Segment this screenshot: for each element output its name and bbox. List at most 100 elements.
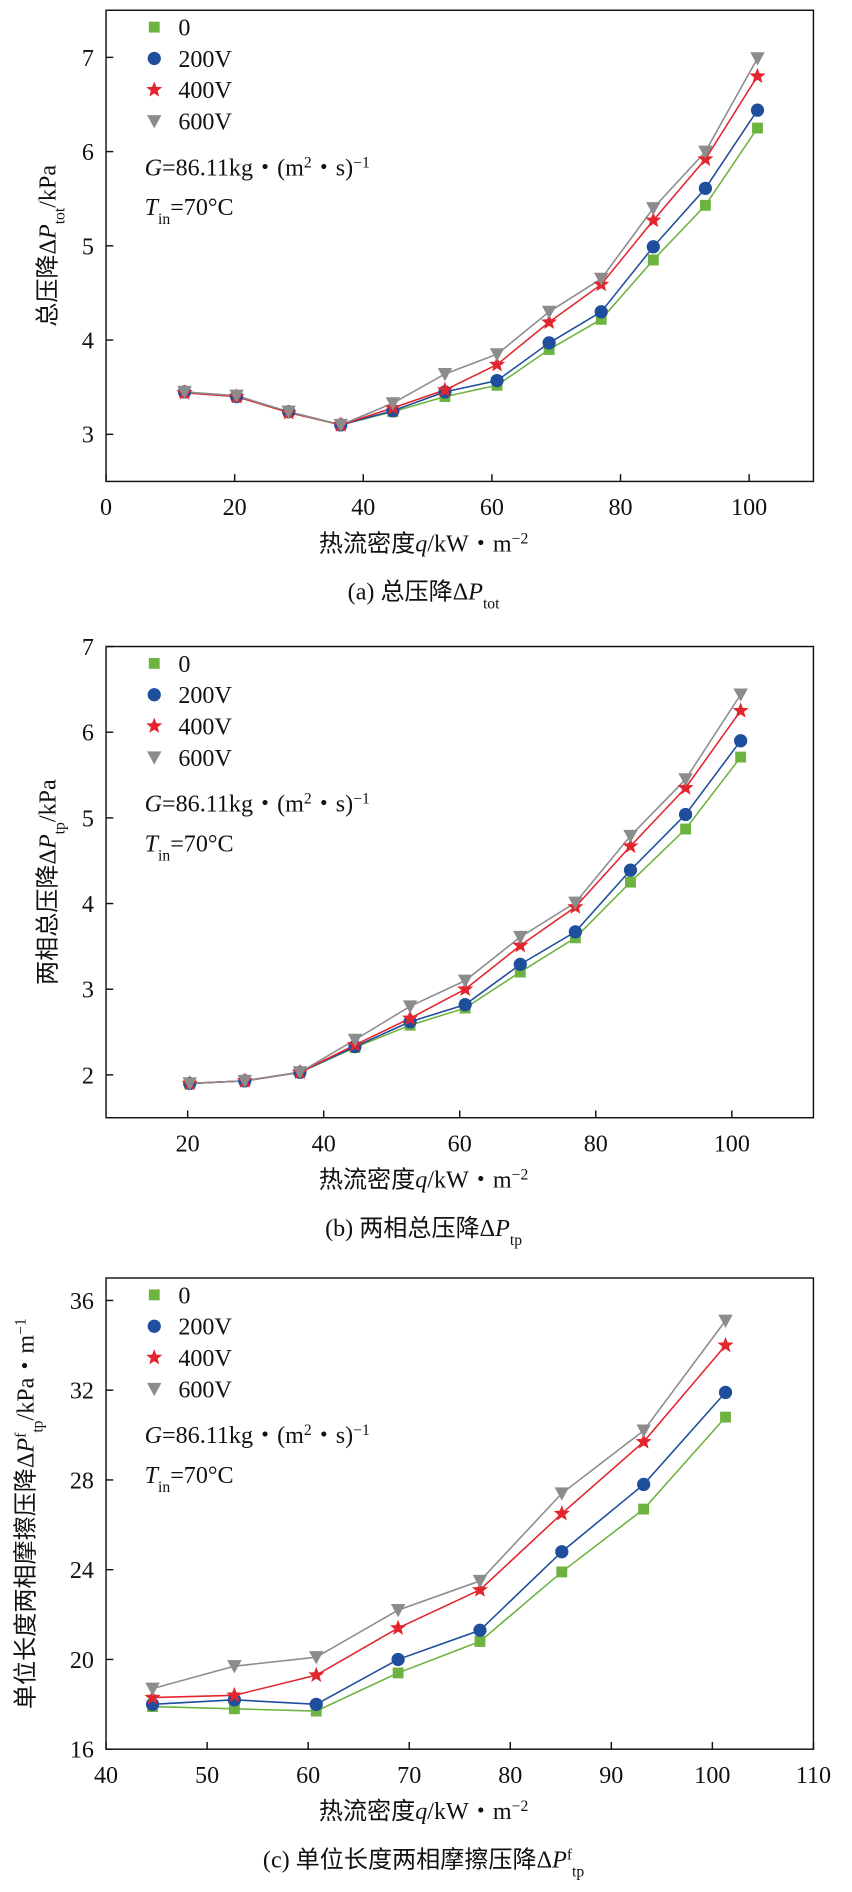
legend-label: 0 (178, 1283, 190, 1309)
x-tick-label: 0 (100, 495, 112, 521)
y-tick-label: 20 (70, 1648, 94, 1674)
marker-square (625, 876, 636, 888)
text-run: (b) 两相总压降Δ (325, 1215, 495, 1242)
legend-label: 400V (178, 715, 232, 741)
text-run: 总压降Δ (34, 239, 61, 327)
x-tick-label: 90 (599, 1763, 623, 1789)
text-run: P (494, 1216, 510, 1242)
text-run: ・s) (312, 792, 354, 818)
legend-label: 600V (178, 110, 232, 136)
y-tick-label: 5 (82, 234, 94, 260)
marker-star (512, 937, 529, 953)
marker-triangle (698, 145, 713, 159)
annotation: Tin=70°C (145, 195, 234, 228)
text-run: T (145, 1463, 160, 1489)
y-tick-label: 32 (70, 1379, 94, 1405)
marker-star (749, 67, 766, 84)
y-tick-label: 3 (82, 423, 94, 449)
caption: (a) 总压降ΔPtot (348, 579, 500, 613)
annotation: G=86.11kg・(m2・s)−1 (145, 1422, 370, 1450)
x-axis-label: 热流密度q/kW・m−2 (319, 1166, 528, 1194)
marker-square (680, 823, 691, 835)
marker-triangle (237, 1074, 253, 1089)
x-tick-label: 100 (714, 1131, 750, 1157)
marker-triangle (182, 1077, 197, 1091)
series-line (184, 57, 759, 426)
text-run: q (415, 1799, 427, 1825)
text-run: tp (29, 1420, 46, 1432)
marker-square (474, 1636, 486, 1647)
marker-star (144, 1689, 161, 1705)
marker-triangle (568, 896, 583, 910)
text-run: T (145, 195, 160, 221)
x-axis-label: 热流密度q/kW・m−2 (319, 1798, 528, 1826)
marker-triangle (733, 688, 748, 702)
marker-square (699, 199, 711, 211)
marker-square (638, 1503, 650, 1515)
text-run: P (467, 580, 483, 606)
x-tick-label: 80 (584, 1131, 608, 1157)
marker-triangle (333, 418, 349, 433)
legend-label: 600V (178, 1377, 232, 1403)
marker-square (148, 21, 160, 33)
marker-triangle (402, 1000, 418, 1014)
marker-star (635, 1433, 652, 1449)
annotation: G=86.11kg・(m2・s)−1 (145, 790, 370, 818)
text-run: 2 (304, 1422, 312, 1439)
text-run: 热流密度 (319, 530, 415, 557)
x-tick-label: 40 (351, 495, 375, 521)
legend-label: 600V (178, 746, 232, 772)
marker-circle (623, 863, 638, 877)
marker-triangle (229, 389, 244, 403)
marker-square (148, 657, 160, 669)
legend-label: 0 (178, 652, 190, 678)
text-run: T (145, 831, 160, 857)
text-run: q (415, 531, 427, 557)
marker-star (308, 1666, 325, 1682)
marker-triangle (145, 1682, 160, 1696)
y-axis-label: 总压降ΔPtot/kPa (34, 165, 68, 327)
marker-circle (147, 1319, 161, 1333)
marker-star (645, 211, 662, 228)
series-line (152, 1344, 727, 1699)
marker-triangle (678, 773, 693, 787)
marker-triangle (593, 272, 609, 287)
marker-circle (637, 1477, 651, 1492)
marker-triangle (227, 1660, 242, 1674)
marker-square (720, 1411, 731, 1423)
marker-triangle (489, 348, 505, 362)
x-tick-label: 100 (731, 495, 767, 521)
marker-star (471, 1581, 488, 1597)
text-run: in (158, 847, 170, 864)
text-run: =86.11kg・(m (162, 1423, 304, 1449)
marker-star (622, 837, 639, 853)
legend-label: 400V (178, 1346, 232, 1372)
marker-circle (594, 305, 608, 319)
text-run: −1 (353, 790, 370, 807)
legend-label: 200V (178, 1315, 232, 1341)
marker-star (717, 1336, 734, 1353)
marker-triangle (147, 115, 162, 129)
marker-circle (458, 998, 472, 1012)
marker-circle (147, 688, 161, 702)
marker-circle (473, 1623, 487, 1637)
marker-square (514, 966, 526, 978)
text-run: 2 (304, 790, 312, 807)
marker-circle (391, 1652, 405, 1667)
text-run: f (567, 1846, 573, 1863)
text-run: tot (483, 595, 500, 612)
text-run: −1 (12, 1318, 29, 1335)
x-tick-label: 70 (397, 1763, 421, 1789)
marker-circle (750, 103, 765, 117)
text-run: =70°C (170, 831, 233, 857)
y-tick-label: 7 (82, 635, 94, 661)
y-tick-label: 2 (82, 1063, 94, 1089)
text-run: −2 (512, 530, 529, 547)
marker-square (556, 1566, 568, 1578)
marker-triangle (472, 1574, 488, 1589)
annotation: G=86.11kg・(m2・s)−1 (145, 154, 370, 182)
series-line (152, 1416, 727, 1712)
x-axis-label: 热流密度q/kW・m−2 (319, 530, 528, 558)
text-run: /kPa (35, 779, 61, 822)
marker-triangle (646, 202, 661, 216)
